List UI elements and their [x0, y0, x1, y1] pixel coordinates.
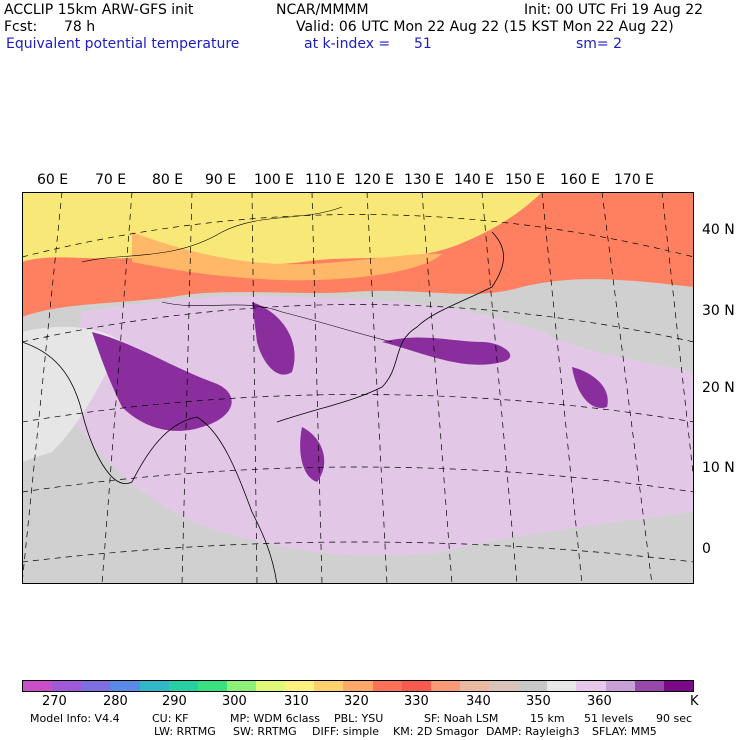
field-name: Equivalent potential temperature — [6, 36, 240, 52]
footer-item: CU: KF — [152, 712, 189, 725]
colorbar-swatch — [576, 681, 606, 691]
lon-label: 100 E — [254, 172, 295, 188]
colorbar-swatch — [168, 681, 198, 691]
footer-item: 15 km — [530, 712, 565, 725]
footer-item: SW: RRTMG — [233, 725, 297, 738]
lat-label: 30 N — [702, 303, 735, 319]
level-value: 51 — [414, 36, 432, 52]
colorbar-tick: 360 — [587, 694, 612, 709]
footer-item: DIFF: simple — [312, 725, 380, 738]
lon-label: 70 E — [95, 172, 127, 188]
smoothing-label: sm= 2 — [576, 36, 623, 52]
colorbar-swatch — [663, 681, 693, 691]
colorbar-tick: 350 — [526, 694, 551, 709]
footer-item: DAMP: Rayleigh3 — [486, 725, 580, 738]
footer-item: KM: 2D Smagor — [393, 725, 479, 738]
lon-label: 140 E — [454, 172, 495, 188]
colorbar-tick: 340 — [466, 694, 491, 709]
colorbar-swatch — [226, 681, 256, 691]
footer-item: PBL: YSU — [334, 712, 384, 725]
footer-item: Model Info: V4.4 — [30, 712, 120, 725]
tropical-light-region — [62, 295, 694, 556]
lon-label: 80 E — [152, 172, 184, 188]
colorbar-unit: K — [690, 694, 699, 709]
colorbar-swatch — [197, 681, 227, 691]
coastline — [22, 341, 278, 584]
lon-label: 60 E — [37, 172, 69, 188]
lat-label: 20 N — [702, 380, 735, 396]
model-title: ACCLIP 15km ARW-GFS init — [4, 2, 194, 18]
center-label: NCAR/MMMM — [276, 2, 369, 18]
footer-item: SF: Noah LSM — [424, 712, 499, 725]
colorbar-swatch — [343, 681, 373, 691]
colorbar-tick: 320 — [344, 694, 369, 709]
colorbar-swatch — [459, 681, 489, 691]
lon-label: 120 E — [354, 172, 395, 188]
high-theta-e-core — [252, 302, 295, 375]
map-frame — [22, 192, 694, 584]
lon-label: 160 E — [560, 172, 601, 188]
colorbar-swatch — [314, 681, 344, 691]
lat-label: 40 N — [702, 222, 735, 238]
colorbar-swatch — [285, 681, 315, 691]
border-lines — [81, 206, 393, 343]
colorbar-swatch — [430, 681, 460, 691]
warm-orange-region — [132, 232, 442, 281]
lon-label: 110 E — [305, 172, 346, 188]
colorbar-swatch — [23, 681, 53, 691]
lon-label: 150 E — [505, 172, 546, 188]
tropical-pale-region — [22, 326, 122, 462]
high-theta-e-core — [382, 337, 511, 365]
init-time: Init: 00 UTC Fri 19 Aug 22 — [524, 2, 704, 18]
valid-time: Valid: 06 UTC Mon 22 Aug 22 (15 KST Mon … — [296, 19, 674, 35]
forecast-hours: 78 h — [64, 19, 96, 35]
colorbar-swatch — [489, 681, 519, 691]
lat-label: 10 N — [702, 460, 735, 476]
footer-item: 51 levels — [584, 712, 634, 725]
lon-label: 170 E — [614, 172, 655, 188]
lon-label: 130 E — [404, 172, 445, 188]
colorbar-tick: 270 — [42, 694, 67, 709]
colorbar — [22, 680, 694, 692]
colorbar-swatch — [547, 681, 577, 691]
colorbar-tick: 290 — [162, 694, 187, 709]
colorbar-swatch — [372, 681, 402, 691]
colorbar-swatch — [81, 681, 111, 691]
colorbar-swatch — [634, 681, 664, 691]
colorbar-swatch — [139, 681, 169, 691]
high-theta-e-core — [92, 332, 232, 431]
colorbar-swatch — [401, 681, 431, 691]
lon-label: 90 E — [205, 172, 237, 188]
colorbar-swatch — [256, 681, 286, 691]
colorbar-tick: 310 — [284, 694, 309, 709]
colorbar-swatch — [605, 681, 635, 691]
lat-label: 0 — [702, 541, 711, 557]
colorbar-tick: 330 — [404, 694, 429, 709]
colorbar-tick: 280 — [103, 694, 128, 709]
footer-item: SFLAY: MM5 — [592, 725, 657, 738]
colorbar-swatch — [110, 681, 140, 691]
level-label: at k-index = — [304, 36, 391, 52]
footer-item: MP: WDM 6class — [230, 712, 320, 725]
coastline — [276, 231, 504, 423]
footer-item: 90 sec — [656, 712, 693, 725]
colorbar-tick: 300 — [222, 694, 247, 709]
forecast-label: Fcst: — [4, 19, 38, 35]
high-theta-e-core — [572, 367, 608, 408]
theta-e-map — [22, 192, 694, 584]
footer-item: LW: RRTMG — [154, 725, 216, 738]
colorbar-swatch — [518, 681, 548, 691]
colorbar-swatch — [52, 681, 82, 691]
high-theta-e-core — [300, 427, 325, 482]
